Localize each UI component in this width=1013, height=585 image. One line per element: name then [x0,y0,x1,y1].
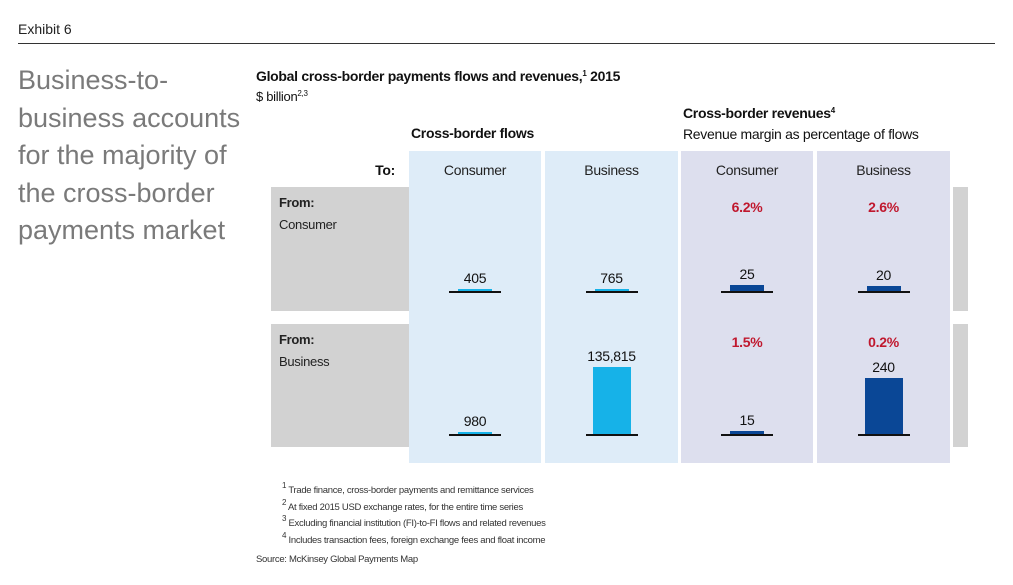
bar-flow [592,367,631,434]
footnote-text: Trade finance, cross-border payments and… [288,485,534,496]
bar-value-label: 20 [876,267,891,284]
footnote: 3 Excluding financial institution (FI)-t… [282,514,546,533]
margin-label: 1.5% [731,334,763,350]
column-header: Business [584,162,639,178]
bar-value-label: 25 [739,266,755,283]
bar-value-label: 765 [600,269,623,286]
bar-baseline [857,291,910,293]
bar-value-label: 240 [872,359,895,375]
chart-unit: $ billion2,3 [256,89,308,104]
bar-revenue [864,378,903,434]
footnote-number: 2 [282,497,287,507]
footnote-number: 1 [282,481,287,490]
row-bg-business [271,324,409,447]
chart-year: 2015 [590,68,621,84]
footnotes: 1 Trade finance, cross-border payments a… [282,481,546,550]
headline: Business-to-business accounts for the ma… [18,65,241,245]
footnote-number: 4 [282,530,287,540]
column-flows-consumer [409,151,541,463]
bar-value-label: 15 [739,411,755,428]
chart-title-text: Global cross-border payments flows and r… [256,68,583,84]
margin-label: 0.2% [868,334,899,350]
bar-baseline [449,291,501,293]
bar-value-label: 135,815 [587,348,636,364]
footnote-text: At fixed 2015 USD exchange rates, for th… [287,501,523,513]
flows-header: Cross-border flows [411,125,534,141]
source: Source: McKinsey Global Payments Map [256,554,418,565]
bar-flow [458,431,492,434]
from-value: Business [279,354,330,369]
column-header: Consumer [443,162,507,178]
margin-label: 2.6% [868,199,899,215]
row-bg-consumer [271,187,409,311]
margin-label: 6.2% [731,199,763,215]
revenues-footnote: 4 [830,106,835,115]
unit-text: $ billion [256,89,298,104]
bar-revenue [730,430,764,434]
revenues-subheader: Revenue margin as percentage of flows [683,126,919,142]
to-label: To: [375,162,395,178]
column-header: Business [856,162,911,178]
unit-footnote: 2,3 [297,89,308,98]
revenues-header-text: Cross-border revenues [683,105,831,121]
revenues-header: Cross-border revenues4 [683,105,835,121]
row-stub-consumer [953,187,968,311]
row-label-business: From: Business [279,329,330,373]
footnote: 1 Trade finance, cross-border payments a… [282,481,546,500]
row-label-consumer: From: Consumer [279,192,337,236]
bar-value-label: 980 [463,412,487,429]
column-header: Consumer [715,162,779,178]
footnote: 2 At fixed 2015 USD exchange rates, for … [282,497,546,517]
row-stub-business [953,324,968,447]
bar-value-label: 405 [463,269,487,286]
bar-flow [594,288,629,291]
footnote-text: Excluding financial institution (FI)-to-… [288,518,546,529]
footnote-number: 3 [282,514,287,523]
from-value: Consumer [279,217,337,232]
bar-baseline [449,434,501,436]
from-label: From: [279,332,315,347]
column-revenues-consumer [681,151,813,463]
bar-baseline [585,434,638,436]
bar-baseline [585,291,638,293]
title-footnote: 1 [582,69,587,78]
exhibit-label: Exhibit 6 [18,21,72,37]
bar-baseline [721,434,773,436]
bar-revenue [730,285,764,291]
bar-baseline [857,434,910,436]
bar-baseline [721,291,773,293]
footnote-text: Includes transaction fees, foreign excha… [288,534,546,546]
footnote: 4 Includes transaction fees, foreign exc… [282,530,546,550]
chart-title: Global cross-border payments flows and r… [256,68,620,84]
header-rule [18,43,995,44]
bar-revenue [866,286,901,291]
bar-flow [458,288,492,291]
from-label: From: [279,195,315,210]
